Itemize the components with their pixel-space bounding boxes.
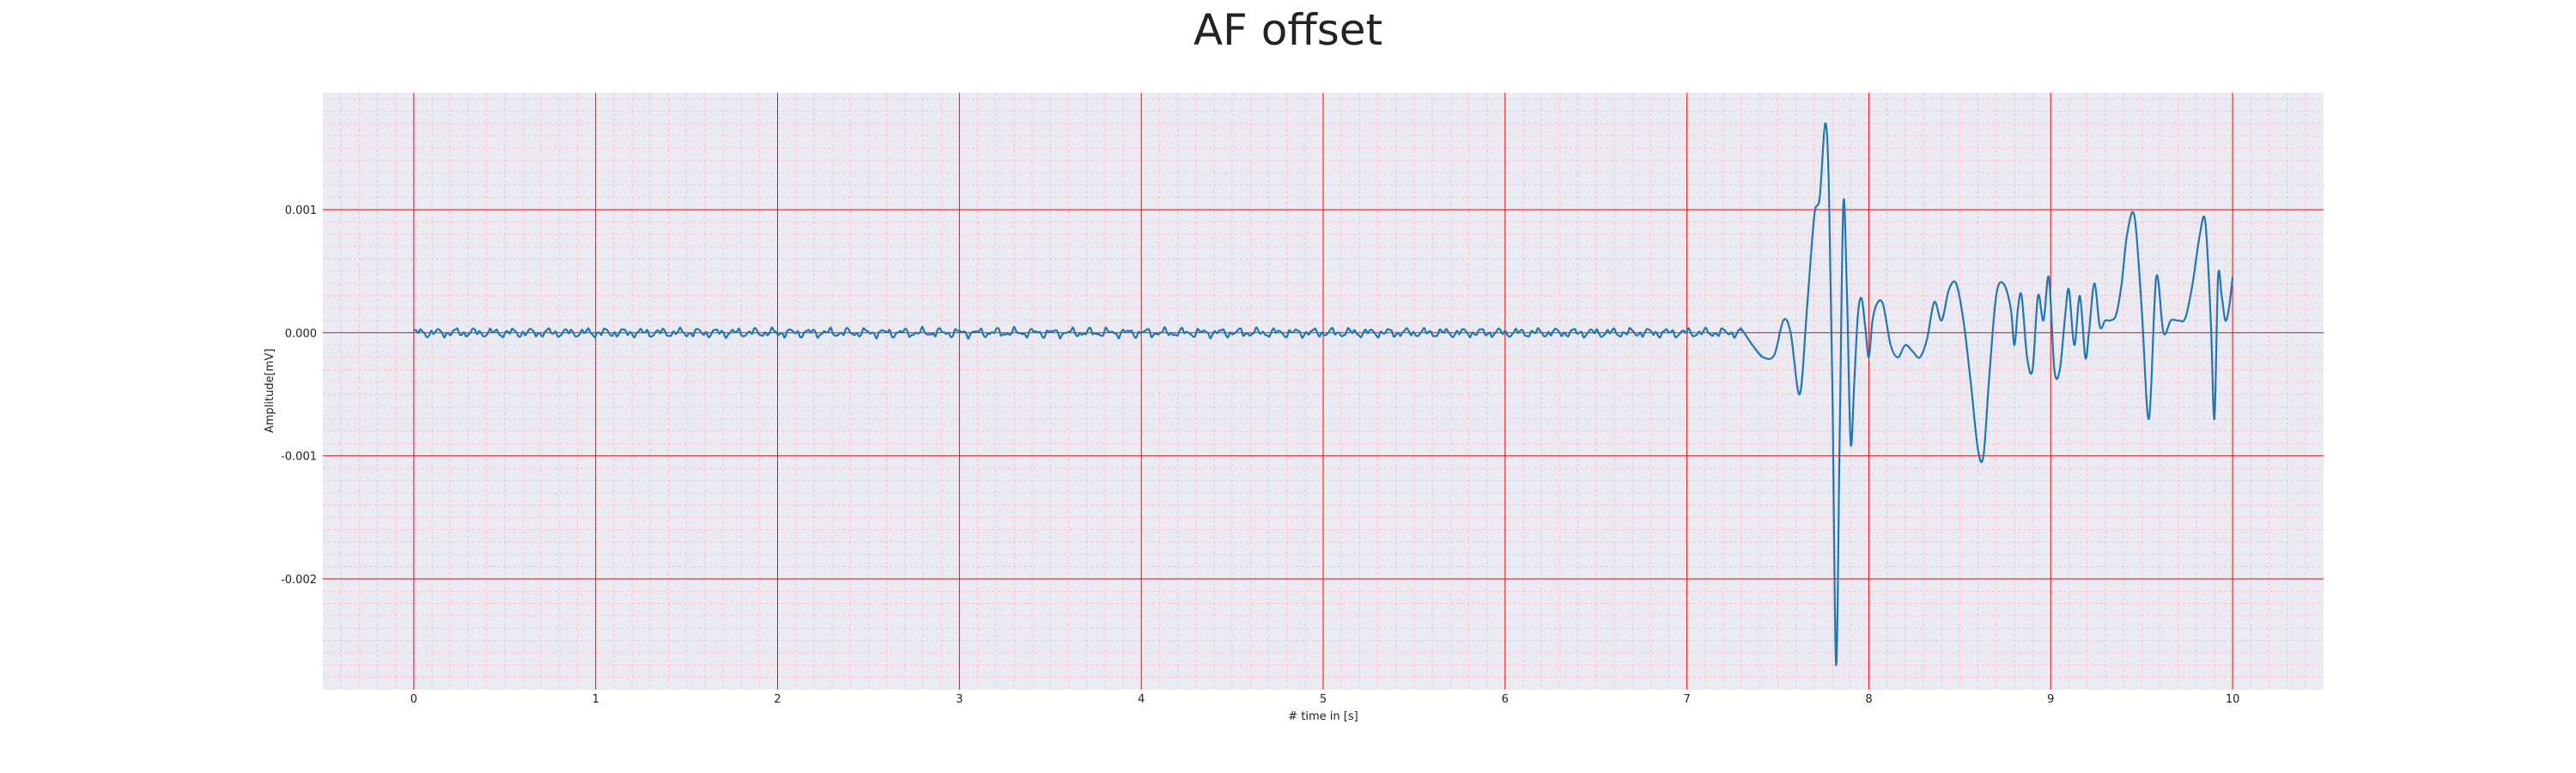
x-tick-label: 3 (956, 693, 963, 706)
x-tick-label: 9 (2047, 693, 2054, 706)
x-axis-ticks: 0 1 2 3 4 5 6 7 8 9 10 (410, 693, 2240, 706)
chart-title: AF offset (1194, 5, 1382, 55)
y-axis-label: Amplitude[mV] (264, 349, 276, 433)
x-tick-label: 7 (1683, 693, 1690, 706)
x-tick-label: 10 (2226, 693, 2240, 706)
series-line (413, 122, 2234, 666)
x-tick-label: 0 (410, 693, 417, 706)
x-axis-label: # time in [s] (1288, 710, 1358, 723)
x-tick-label: 2 (774, 693, 781, 706)
y-tick-label: 0.001 (285, 204, 317, 217)
x-tick-label: 4 (1138, 693, 1145, 706)
y-tick-label: -0.001 (281, 451, 317, 464)
y-tick-label: -0.002 (281, 574, 317, 587)
x-tick-label: 6 (1502, 693, 1509, 706)
y-axis-ticks: 0.001 0.000 -0.001 -0.002 (281, 204, 317, 587)
y-tick-label: 0.000 (285, 327, 317, 340)
x-tick-label: 8 (1865, 693, 1872, 706)
x-tick-label: 5 (1320, 693, 1327, 706)
major-grid (323, 93, 2324, 690)
x-tick-label: 1 (592, 693, 599, 706)
